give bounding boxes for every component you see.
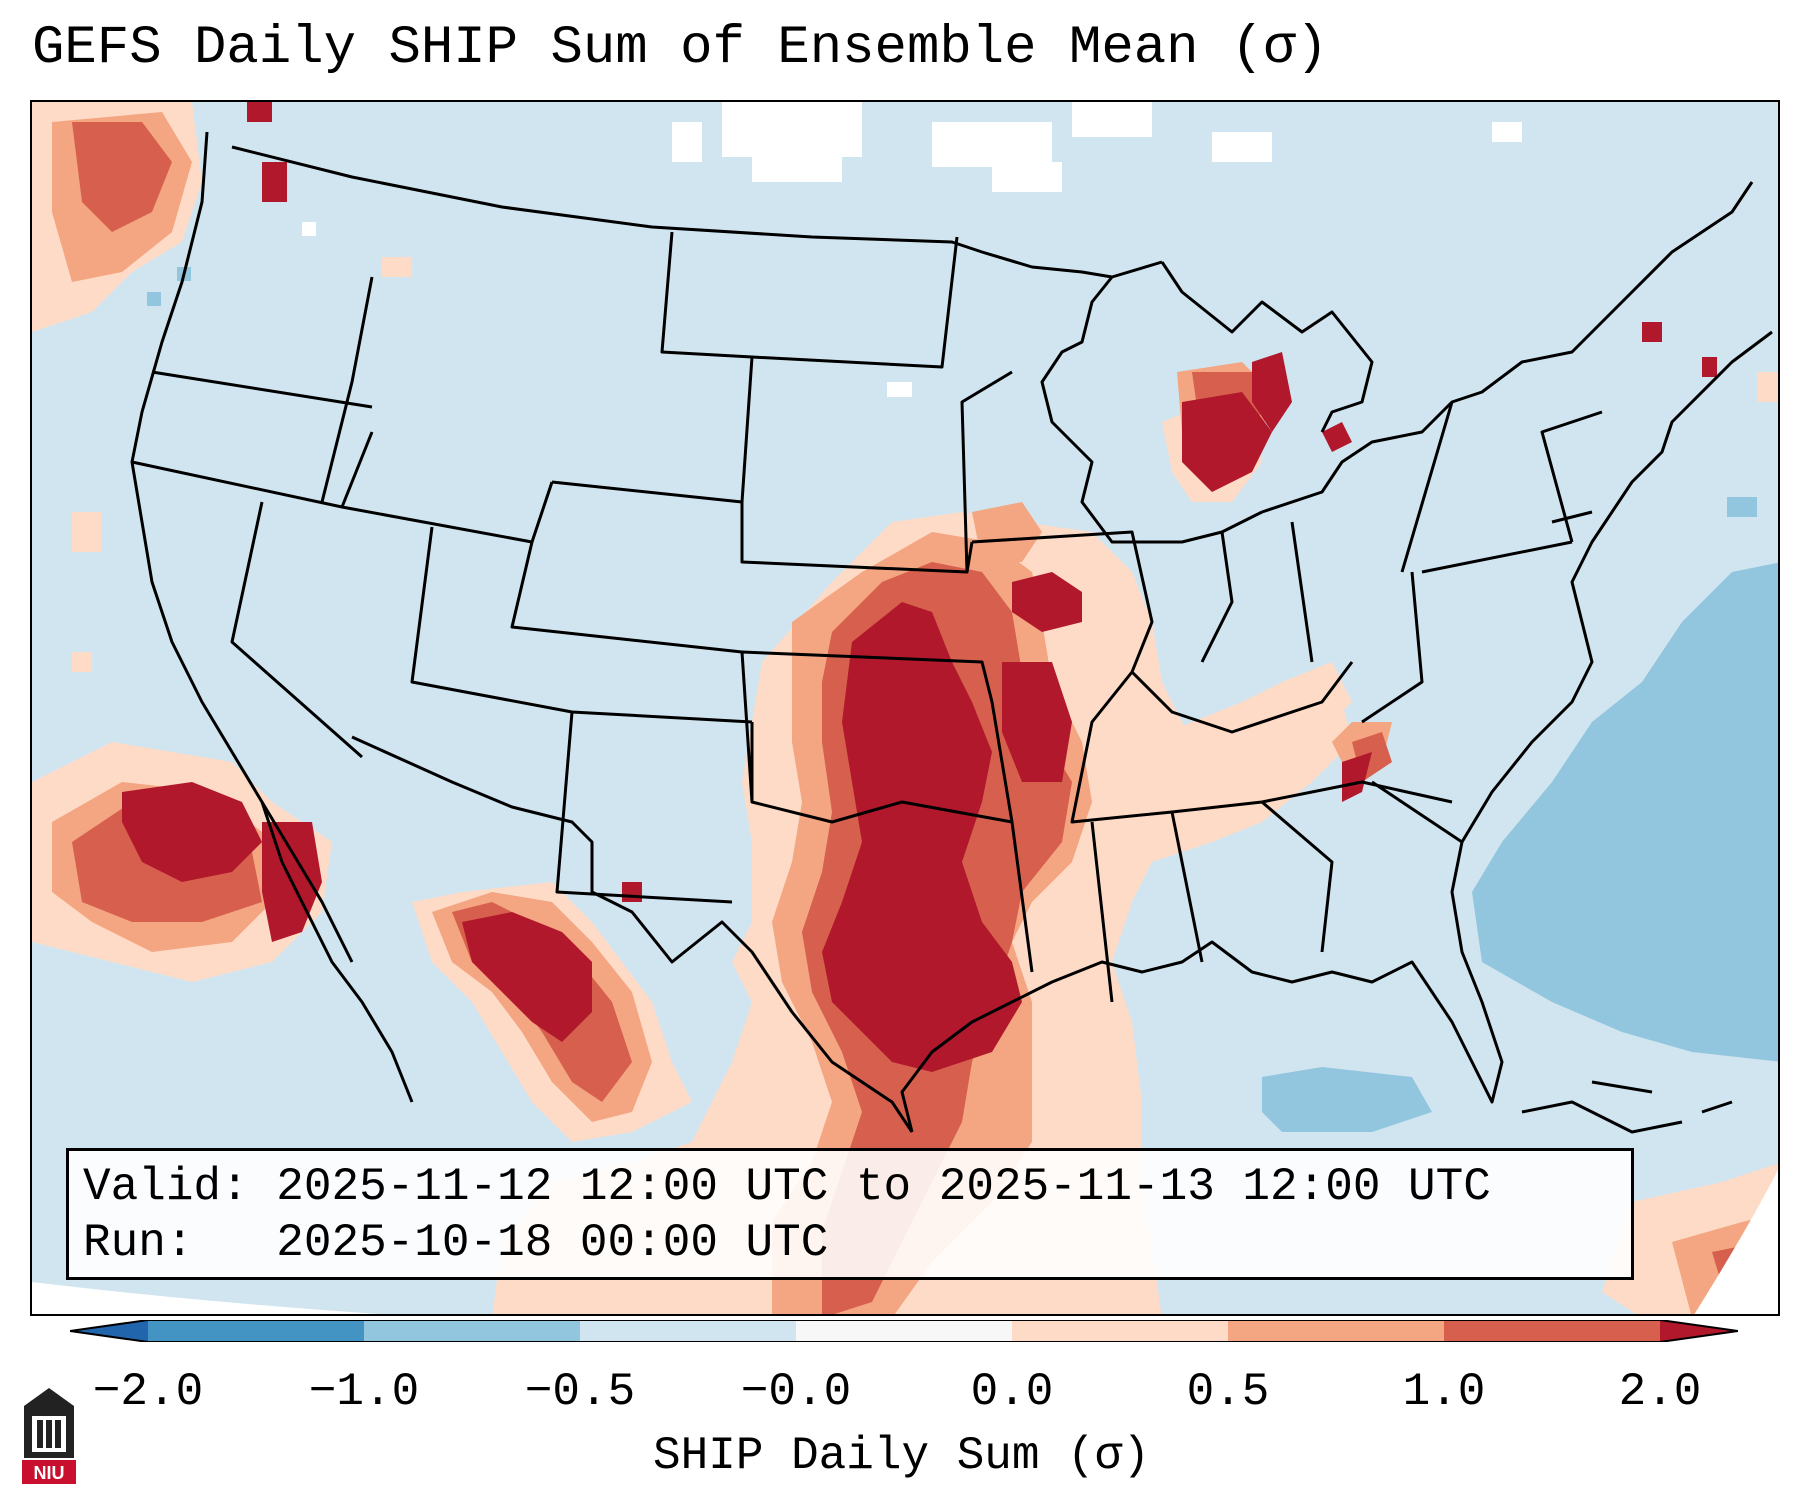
boundaries: [130, 131, 1773, 1134]
map-panel: [30, 100, 1780, 1316]
svg-text:NIU: NIU: [34, 1463, 65, 1483]
colorbar-tick: −2.0: [92, 1366, 204, 1418]
niu-logo: NIU: [22, 1388, 76, 1484]
colorbar-bin-5: [1012, 1320, 1228, 1342]
run-value: 2025-10-18 00:00 UTC: [276, 1217, 829, 1269]
colorbar-tick: 2.0: [1618, 1366, 1702, 1418]
colorbar-bin-1: [148, 1320, 364, 1342]
colorbar-tick: 1.0: [1402, 1366, 1486, 1418]
colorbar-tick: −0.5: [524, 1366, 636, 1418]
near-zero-areas: [302, 102, 1522, 397]
projection-edge-right: [1694, 1169, 1778, 1314]
run-row: Run: 2025-10-18 00:00 UTC: [83, 1215, 1617, 1271]
colorbar-bin-3: [580, 1320, 796, 1342]
colorbar-bin-4: [796, 1320, 1012, 1342]
colorbar-extend-high: [1660, 1320, 1738, 1342]
colorbar-tick: −0.0: [740, 1366, 852, 1418]
valid-value: 2025-11-12 12:00 UTC to 2025-11-13 12:00…: [276, 1161, 1491, 1213]
valid-label: Valid:: [83, 1161, 249, 1213]
colorbar-bin-7: [1444, 1320, 1660, 1342]
validity-info-box: Valid: 2025-11-12 12:00 UTC to 2025-11-1…: [66, 1148, 1634, 1280]
colorbar-bin-2: [364, 1320, 580, 1342]
positive-anomaly-extreme: [122, 102, 1717, 1072]
colorbar: [70, 1320, 1738, 1342]
map-title: GEFS Daily SHIP Sum of Ensemble Mean (σ): [32, 18, 1329, 79]
colorbar-tick: −1.0: [308, 1366, 420, 1418]
projection-edge: [32, 1282, 379, 1314]
colorbar-bin-6: [1228, 1320, 1444, 1342]
colorbar-tick: 0.5: [1186, 1366, 1270, 1418]
colorbar-tick: 0.0: [970, 1366, 1054, 1418]
colorbar-label: SHIP Daily Sum (σ): [653, 1430, 1150, 1482]
colorbar-extend-low: [70, 1320, 148, 1342]
valid-row: Valid: 2025-11-12 12:00 UTC to 2025-11-1…: [83, 1159, 1617, 1215]
map-canvas: [32, 102, 1778, 1314]
run-label: Run:: [83, 1217, 194, 1269]
